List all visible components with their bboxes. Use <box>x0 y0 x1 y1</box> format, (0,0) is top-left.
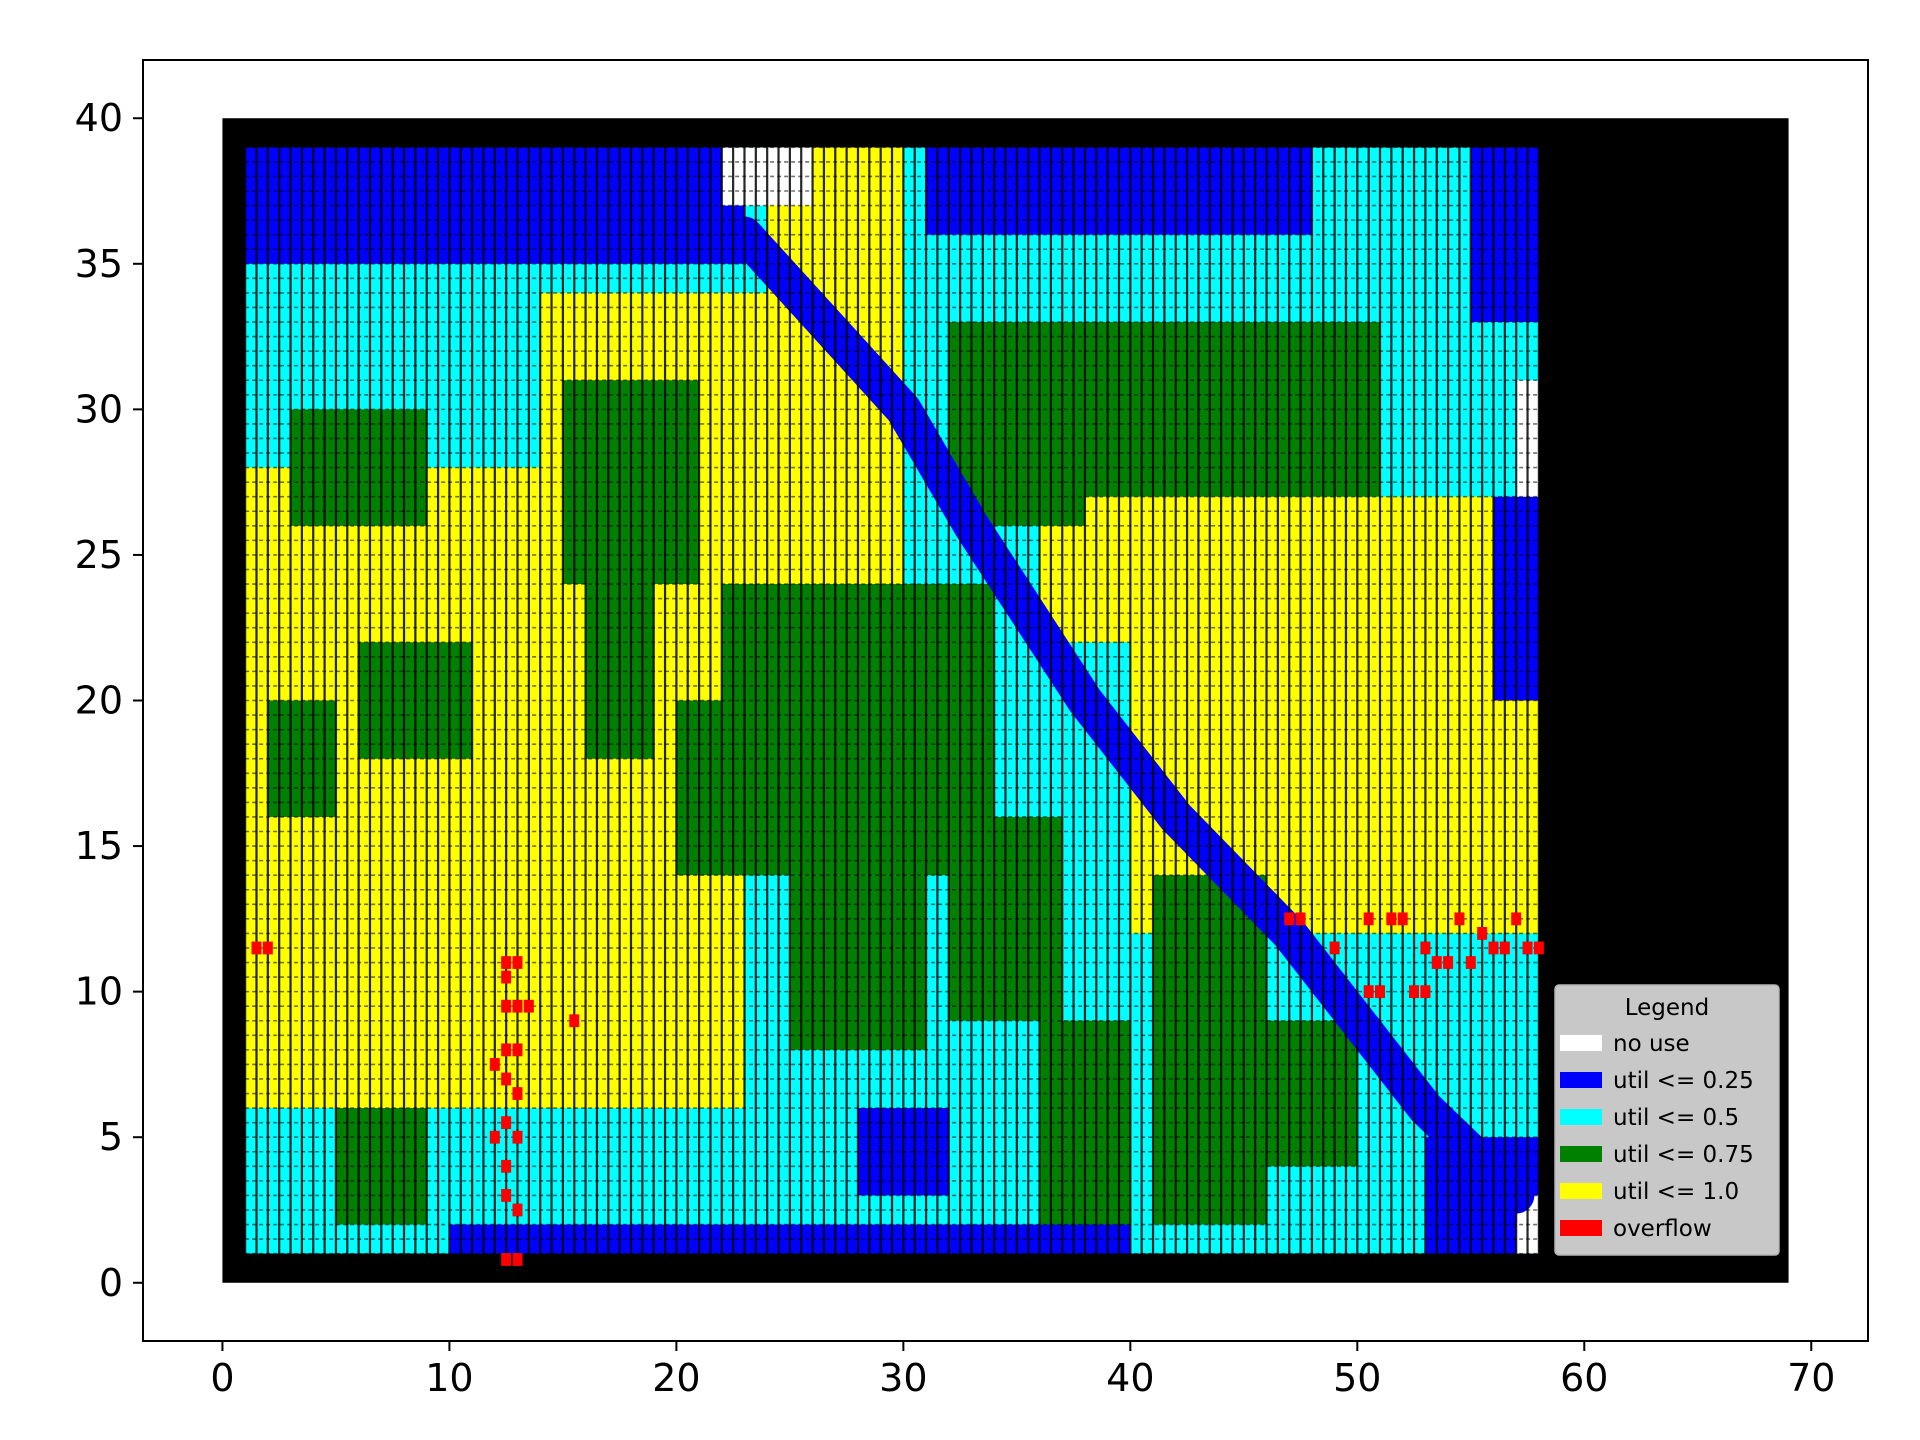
overflow-cell <box>523 999 534 1013</box>
x-tick-label: 70 <box>1787 1356 1835 1400</box>
overflow-cell <box>1465 956 1476 969</box>
x-tick-label: 50 <box>1333 1356 1381 1400</box>
overflow-cell <box>1397 912 1408 926</box>
cell-grid-horizontal <box>245 146 1539 1255</box>
overflow-cell <box>1295 912 1306 926</box>
overflow-cell <box>512 1087 523 1100</box>
legend-swatch <box>1560 1072 1602 1088</box>
legend-title: Legend <box>1625 995 1710 1021</box>
overflow-cell <box>501 970 512 984</box>
overflow-cell <box>489 1058 500 1071</box>
overflow-cell <box>501 1253 512 1266</box>
legend: Legend no use util <= 0.25 util <= 0.5 util … <box>1554 984 1780 1256</box>
overflow-cell <box>501 1159 512 1173</box>
overflow-cell <box>1420 985 1431 999</box>
legend-swatch <box>1560 1146 1602 1162</box>
overflow-cell <box>489 1130 500 1144</box>
overflow-cell <box>1522 941 1533 955</box>
overflow-cell <box>1284 912 1295 926</box>
overflow-cell <box>1477 927 1488 940</box>
y-tick-label: 0 <box>99 1261 123 1305</box>
overflow-cell <box>1511 912 1522 926</box>
y-tick-label: 40 <box>75 96 123 140</box>
overflow-cell <box>501 1116 512 1130</box>
y-tick-label: 5 <box>99 1115 123 1159</box>
overflow-cell <box>1420 941 1431 955</box>
legend-entry-label: overflow <box>1613 1216 1712 1242</box>
x-tick-label: 20 <box>652 1356 700 1400</box>
overflow-cell <box>512 1203 523 1217</box>
y-tick-label: 20 <box>75 679 123 723</box>
overflow-cell <box>1499 941 1510 955</box>
overflow-cell <box>1409 985 1420 999</box>
x-tick-label: 30 <box>879 1356 927 1400</box>
overflow-cell <box>512 956 523 969</box>
x-tick-label: 60 <box>1560 1356 1608 1400</box>
y-tick-label: 15 <box>75 824 123 868</box>
overflow-cell <box>569 1014 580 1028</box>
overflow-cell <box>512 999 523 1013</box>
legend-entry-label: util <= 0.5 <box>1613 1105 1739 1131</box>
legend-entry-label: util <= 1.0 <box>1613 1179 1739 1205</box>
x-tick-label: 10 <box>425 1356 473 1400</box>
x-tick-label: 0 <box>210 1356 234 1400</box>
overflow-cell <box>1375 985 1385 999</box>
overflow-cell <box>1363 985 1374 999</box>
legend-entry-label: util <= 0.75 <box>1613 1142 1754 1168</box>
y-tick-label: 35 <box>75 242 123 286</box>
overflow-cell <box>501 956 512 969</box>
y-tick-label: 30 <box>75 387 123 431</box>
y-tick-label: 25 <box>75 533 123 577</box>
overflow-cell <box>512 1253 523 1266</box>
overflow-cell <box>512 1130 523 1144</box>
overflow-cell <box>1533 941 1544 955</box>
overflow-cell <box>1431 956 1442 969</box>
overflow-cell <box>251 941 262 955</box>
overflow-cell <box>501 999 512 1013</box>
legend-box <box>1554 984 1780 1256</box>
overflow-cell <box>501 1043 512 1057</box>
legend-swatch <box>1560 1109 1602 1125</box>
overflow-layer <box>251 912 1544 1266</box>
overflow-cell <box>262 941 273 955</box>
overflow-cell <box>1329 941 1340 955</box>
x-tick-label: 40 <box>1106 1356 1154 1400</box>
overflow-cell <box>1454 912 1465 926</box>
overflow-cell <box>1488 941 1499 955</box>
legend-entry-label: util <= 0.25 <box>1613 1068 1754 1094</box>
y-tick-label: 10 <box>75 970 123 1014</box>
overflow-cell <box>1363 912 1374 926</box>
legend-swatch <box>1560 1035 1602 1051</box>
overflow-cell <box>512 1043 523 1057</box>
legend-swatch <box>1560 1183 1602 1199</box>
overflow-cell <box>1386 912 1397 926</box>
cell-grid-layer <box>244 146 1540 1255</box>
legend-entry-label: no use <box>1613 1031 1690 1057</box>
overflow-cell <box>501 1072 512 1086</box>
legend-swatch <box>1560 1220 1602 1236</box>
axes-layer: 0 10 20 30 40 50 60 70 0 5 10 15 20 25 30 35 40 <box>75 59 1869 1400</box>
overflow-cell <box>1443 956 1454 969</box>
overflow-cell <box>501 1189 512 1202</box>
